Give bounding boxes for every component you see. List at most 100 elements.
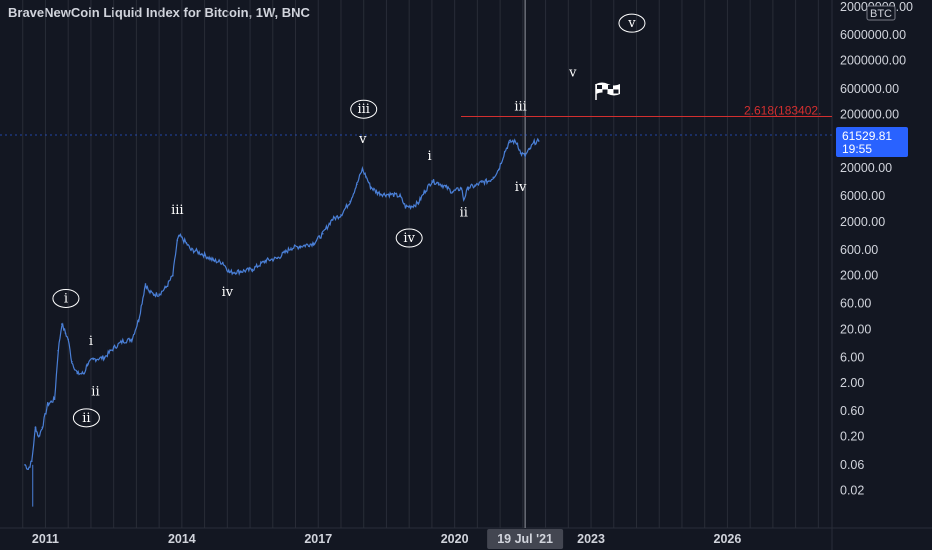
price-point [178,235,181,237]
crosshair-date-box: 19 Jul '21 [487,529,564,549]
price-point [497,168,500,171]
y-tick-label: 2000.00 [840,215,885,229]
flag-check [608,85,613,89]
price-point [299,245,301,248]
price-point [460,187,463,189]
price-point [474,185,476,187]
x-tick-label: 2026 [714,532,742,546]
y-tick-label: 200000.00 [840,107,899,121]
crosshair-date-label: 19 Jul '21 [497,532,553,546]
price-point [492,176,495,179]
price-point [376,191,379,194]
price-point [171,274,174,277]
y-tick-label: 6000000.00 [840,28,906,42]
y-tick-label: 2.00 [840,376,864,390]
price-point [410,205,413,208]
price-point [437,182,440,184]
y-tick-label: 2000000.00 [840,54,906,68]
wave-label: iv [222,285,234,300]
last-price-value: 61529.81 [842,129,892,143]
price-point [86,363,89,365]
wave-label: iii [171,203,183,218]
price-point [390,193,392,196]
price-point [516,142,519,145]
y-tick-label: 0.60 [840,404,864,418]
price-point [519,152,522,154]
wave-label: i [89,334,93,349]
price-point [290,247,292,249]
wave-label: v [358,132,367,147]
price-point [212,259,215,262]
price-point [404,206,407,208]
price-point [524,154,526,157]
price-point [185,242,188,245]
y-tick-label: 20.00 [840,322,871,336]
price-point [467,186,470,189]
price-point [340,214,342,216]
y-tick-label: 20000.00 [840,161,892,175]
price-point [194,249,197,252]
y-tick-label: 600.00 [840,243,878,257]
price-point [152,293,155,296]
price-point [46,403,49,406]
y-tick-label: 0.20 [840,430,864,444]
price-point [444,185,447,188]
price-point [31,460,33,463]
price-point [176,239,179,242]
price-series[interactable] [24,137,540,507]
y-axis[interactable]: 20000000.006000000.002000000.00600000.00… [840,0,913,497]
y-tick-label: 60.00 [840,297,871,311]
price-point [533,141,536,144]
price-point [321,232,324,235]
price-point [148,290,150,293]
x-tick-label: 2023 [577,532,605,546]
x-axis[interactable]: 2011 2014 2017 2020 2023 2026 [32,532,741,546]
price-point [137,319,140,321]
price-point [57,349,59,352]
price-point [451,191,454,193]
price-point [349,200,351,203]
price-point [228,271,231,274]
price-point [369,185,372,188]
y-tick-label: 600000.00 [840,82,899,96]
checkered-flag-icon [595,82,620,100]
wave-label-circle [350,99,378,119]
price-point [276,257,279,260]
price-point [240,270,242,273]
wave-label: i [428,149,432,164]
price-point [76,372,79,375]
x-tick-label: 2011 [32,532,59,546]
price-point [41,426,44,429]
price-point [528,148,531,151]
last-price-box: 61529.81 19:55 [836,127,908,157]
wave-label: iv [403,231,415,246]
flag-check [602,89,608,94]
price-point [312,242,315,245]
price-point [37,435,40,438]
fib-extension-label: 2.618(183402. [744,103,821,117]
price-point [251,268,254,271]
currency-badge: BTC [866,5,896,21]
price-point [92,358,95,361]
wave-label: iii [514,100,526,115]
bar-countdown: 19:55 [842,142,872,156]
price-point [158,293,160,296]
wave-label: iii [357,102,369,117]
price-point [221,261,224,264]
price-point [53,398,56,400]
price-point [103,356,106,359]
price-point [203,254,206,256]
price-point [417,202,420,204]
wave-label: ii [460,205,468,220]
price-point [431,180,433,182]
wave-label: ii [91,384,99,399]
price-point [331,218,333,221]
wave-label: iv [515,180,527,195]
flag-check [613,89,619,94]
price-point [487,180,490,182]
y-tick-label: 200.00 [840,269,878,283]
wave-label: i [64,291,68,306]
price-point [481,181,483,183]
